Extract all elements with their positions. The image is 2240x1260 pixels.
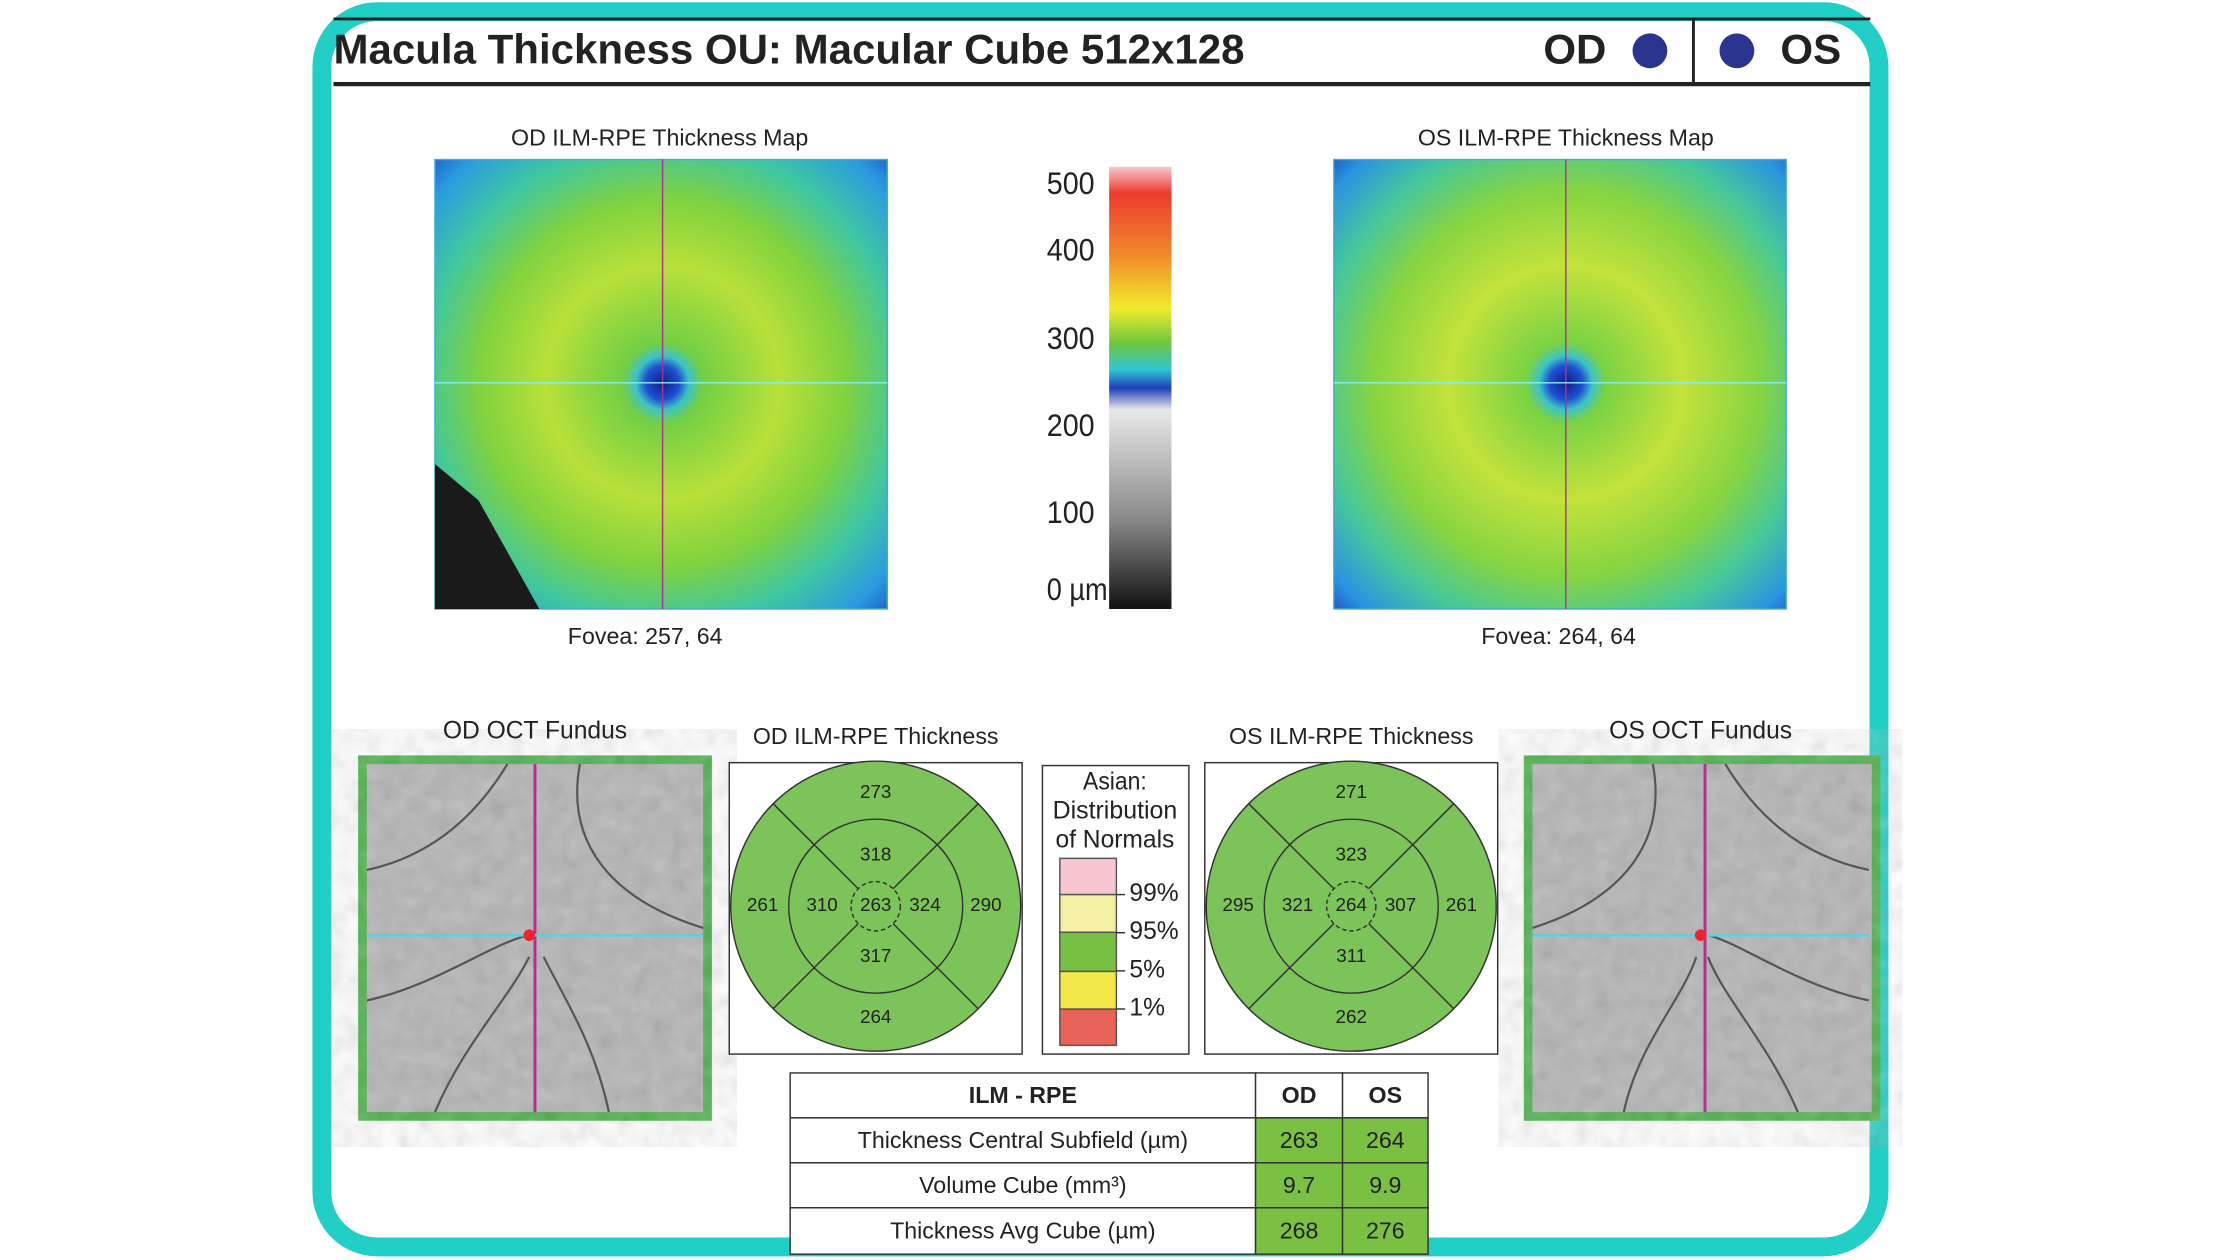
table-cell — [1254, 1207, 1344, 1255]
table-cell — [789, 1162, 1257, 1209]
table-cell — [1254, 1072, 1344, 1119]
scale-label: 0 µm — [1047, 571, 1108, 607]
sector-line — [1368, 923, 1455, 1010]
map-title: OS ILM-RPE Thickness Map — [1418, 124, 1714, 150]
table-text: Thickness Avg Cube (µm) — [890, 1218, 1156, 1244]
sector-value: 323 — [1336, 843, 1367, 864]
legend-item: 99% — [1129, 880, 1178, 907]
table-text: 276 — [1366, 1218, 1405, 1244]
table-cell — [1254, 1162, 1344, 1209]
fundus-od — [358, 755, 712, 1121]
legend-item: 5% — [1129, 956, 1165, 983]
os-marker — [1719, 33, 1755, 69]
thickness-map — [434, 158, 889, 610]
table-text: 268 — [1280, 1218, 1319, 1244]
sector-line — [772, 803, 859, 890]
scale-label: 100 — [1047, 494, 1095, 530]
fundus-title: OD OCT Fundus — [443, 718, 627, 745]
table-header: ILM - RPE — [969, 1082, 1077, 1108]
table-text: Thickness Central Subfield (µm) — [858, 1127, 1188, 1153]
sector-line — [772, 923, 859, 1010]
sector-value: 264 — [860, 1006, 891, 1027]
sector-value: 321 — [1282, 894, 1313, 915]
summary-table: ILM - RPE OD OS Thickness Central Subfield … — [789, 1072, 1429, 1255]
sector-value: 263 — [860, 894, 891, 915]
fovea-label: Fovea: 264, 64 — [1481, 623, 1636, 649]
scale-label: 500 — [1047, 165, 1095, 201]
table-text: 263 — [1280, 1127, 1319, 1153]
sector-value: 264 — [1336, 894, 1367, 915]
inner-ring — [787, 818, 964, 994]
vessels — [366, 763, 704, 1113]
sector-value: 261 — [1446, 894, 1477, 915]
legend-swatch — [1059, 931, 1118, 973]
legend-item: 95% — [1129, 918, 1178, 945]
sector-value: 307 — [1385, 894, 1416, 915]
fovea-dot — [1694, 929, 1707, 941]
chart-title: OD ILM-RPE Thickness — [753, 723, 999, 749]
center-ring — [1325, 880, 1377, 932]
color-scale — [1109, 166, 1172, 609]
sector-line — [1248, 803, 1335, 890]
sector-line — [892, 923, 979, 1010]
center-ring — [850, 880, 902, 932]
sector-value: 271 — [1336, 781, 1367, 802]
map-title: OD ILM-RPE Thickness Map — [511, 124, 808, 150]
thickness-map — [1333, 158, 1787, 610]
fovea-dot — [523, 929, 535, 941]
scale-label: 400 — [1047, 232, 1095, 268]
sector-value: 273 — [860, 781, 891, 802]
legend-title: Asian: — [1083, 768, 1147, 795]
sector-value: 261 — [747, 894, 778, 915]
table-text: 9.9 — [1369, 1172, 1401, 1198]
od-label: OD — [1543, 25, 1606, 72]
chart-title: OS ILM-RPE Thickness — [1229, 723, 1473, 749]
fundus-title: OS OCT Fundus — [1609, 718, 1792, 745]
inner-ring — [1263, 818, 1439, 994]
sector-value: 311 — [1336, 945, 1366, 966]
table-header: OD — [1282, 1082, 1317, 1108]
legend-swatch — [1059, 893, 1118, 934]
scale-label: 200 — [1047, 407, 1095, 443]
sector-value: 290 — [970, 894, 1001, 915]
report-title: Macula Thickness OU: Macular Cube 512x12… — [333, 25, 1244, 72]
sector-value: 310 — [806, 894, 837, 915]
legend-title: of Normals — [1055, 826, 1174, 853]
scale-label: 300 — [1047, 320, 1095, 356]
sector-value: 317 — [860, 945, 891, 966]
sector-value: 262 — [1336, 1006, 1367, 1027]
legend-swatch — [1059, 857, 1118, 896]
legend-item: 1% — [1129, 995, 1165, 1022]
table-text: Volume Cube (mm³) — [919, 1172, 1126, 1198]
sector-line — [1368, 803, 1455, 890]
scale-labels: 500 400 300 200 100 0 µm — [1047, 165, 1108, 607]
table-header: OS — [1369, 1082, 1403, 1108]
fovea-label: Fovea: 257, 64 — [568, 623, 723, 649]
legend-title: Distribution — [1053, 797, 1178, 824]
sector-value: 324 — [909, 894, 940, 915]
etdrs-charts: OD ILM-RPE Thickness 273 318 261 310 263 324 29… — [728, 723, 1499, 1055]
legend-swatch — [1059, 1008, 1118, 1047]
vessels — [1532, 763, 1870, 1113]
od-marker — [1632, 33, 1668, 69]
table-text: 9.7 — [1283, 1172, 1315, 1198]
fundus-os — [1523, 755, 1881, 1121]
table-cell — [1341, 1207, 1429, 1255]
map-void — [434, 463, 540, 609]
sector-line — [1248, 923, 1335, 1010]
sector-line — [892, 803, 979, 890]
table-text: 264 — [1366, 1127, 1405, 1153]
legend-swatch — [1059, 970, 1118, 1010]
os-label: OS — [1780, 25, 1841, 72]
sector-value: 318 — [860, 843, 891, 864]
table-cell — [789, 1207, 1257, 1255]
sector-value: 295 — [1222, 894, 1253, 915]
